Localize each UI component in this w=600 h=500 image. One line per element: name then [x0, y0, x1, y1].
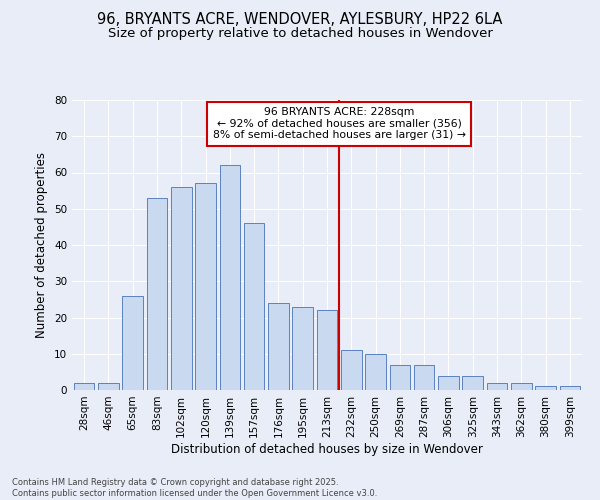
Bar [98, 383, 119, 390]
Bar [535, 386, 556, 390]
Bar [511, 383, 532, 390]
X-axis label: Distribution of detached houses by size in Wendover: Distribution of detached houses by size … [171, 442, 483, 456]
Bar [74, 383, 94, 390]
Text: 96, BRYANTS ACRE, WENDOVER, AYLESBURY, HP22 6LA: 96, BRYANTS ACRE, WENDOVER, AYLESBURY, H… [97, 12, 503, 28]
Text: Contains HM Land Registry data © Crown copyright and database right 2025.
Contai: Contains HM Land Registry data © Crown c… [12, 478, 377, 498]
Bar [292, 306, 313, 390]
Bar [122, 296, 143, 390]
Bar [268, 303, 289, 390]
Bar [365, 354, 386, 390]
Text: 96 BRYANTS ACRE: 228sqm
← 92% of detached houses are smaller (356)
8% of semi-de: 96 BRYANTS ACRE: 228sqm ← 92% of detache… [212, 108, 466, 140]
Bar [560, 386, 580, 390]
Bar [341, 350, 362, 390]
Text: Size of property relative to detached houses in Wendover: Size of property relative to detached ho… [107, 28, 493, 40]
Bar [487, 383, 508, 390]
Bar [171, 187, 191, 390]
Bar [389, 364, 410, 390]
Bar [244, 223, 265, 390]
Bar [195, 184, 216, 390]
Bar [220, 165, 240, 390]
Bar [438, 376, 459, 390]
Bar [463, 376, 483, 390]
Bar [414, 364, 434, 390]
Y-axis label: Number of detached properties: Number of detached properties [35, 152, 49, 338]
Bar [146, 198, 167, 390]
Bar [317, 310, 337, 390]
